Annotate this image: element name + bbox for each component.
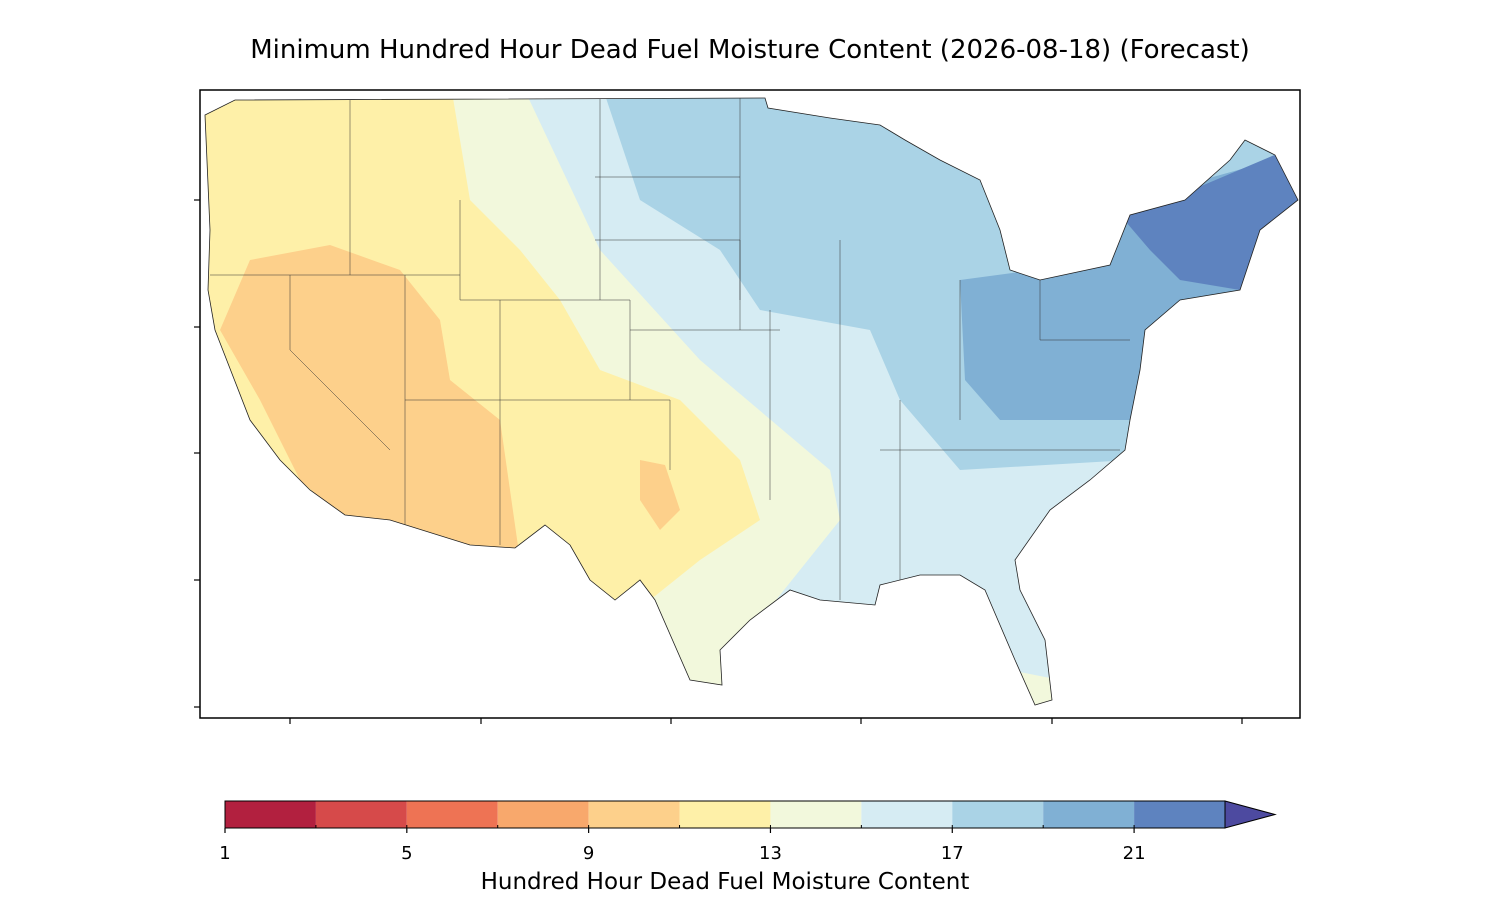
moisture-region [640,460,680,530]
colorbar-bin [770,801,862,828]
colorbar-bin [952,801,1044,828]
colorbar-frame [224,800,1226,829]
moisture-region [220,245,520,560]
colorbar-tick-label: 5 [401,843,412,864]
colorbar-bin [497,801,589,828]
colorbar-bin [861,801,953,828]
colorbar-tick-label: 13 [759,843,782,864]
map-fill [205,98,1298,705]
colorbar-bin [588,801,680,828]
colorbar-tick-label: 9 [583,843,594,864]
state-lines [210,98,1130,600]
us-outline [204,97,1299,706]
colorbar-extend [1224,800,1277,829]
map-frame [199,89,1301,719]
colorbar: 1 5 9 13 17 21 [219,800,1277,864]
chart-title: Minimum Hundred Hour Dead Fuel Moisture … [250,35,1250,65]
colorbar-label: Hundred Hour Dead Fuel Moisture Content [481,869,970,895]
colorbar-bin [225,801,316,828]
colorbar-tick-label: 17 [941,843,964,864]
axis-ticks [194,199,1243,724]
colorbar-bin [1134,801,1225,828]
colorbar-tick-label: 1 [219,843,230,864]
colorbar-bin [679,801,771,828]
colorbar-bin [1043,801,1135,828]
colorbar-tick-label: 21 [1123,843,1146,864]
colorbar-bin [315,801,407,828]
colorbar-bin [406,801,498,828]
